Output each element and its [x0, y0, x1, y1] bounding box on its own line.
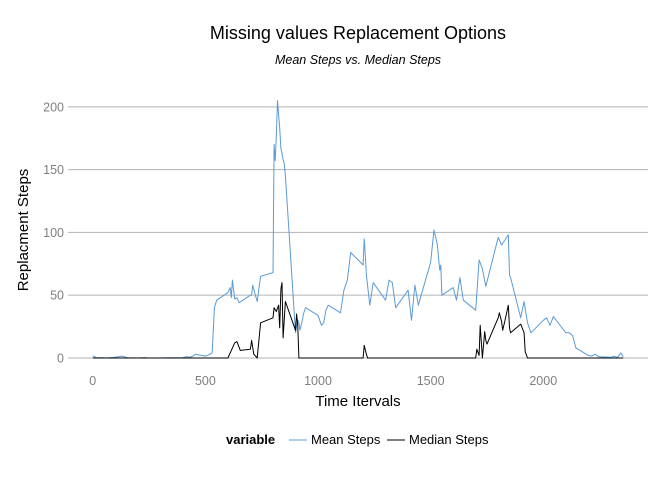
x-tick-label: 0: [89, 374, 96, 388]
y-tick-label: 100: [43, 226, 64, 240]
x-tick-label: 1000: [304, 374, 332, 388]
chart-title: Missing values Replacement Options: [210, 23, 506, 43]
x-axis-title: Time Itervals: [315, 393, 400, 410]
legend-label-median-steps: Median Steps: [409, 432, 489, 447]
legend: variable Mean Steps Median Steps: [226, 432, 489, 447]
y-axis-title: Replacment Steps: [15, 169, 32, 292]
chart-subtitle: Mean Steps vs. Median Steps: [275, 53, 441, 67]
y-tick-label: 200: [43, 100, 64, 114]
y-tick-label: 50: [50, 289, 64, 303]
x-tick-label: 2000: [529, 374, 557, 388]
series-lines: [92, 100, 624, 359]
y-tick-label: 0: [57, 351, 64, 365]
series-line-mean-steps: [92, 100, 624, 359]
series-line-median-steps: [92, 282, 624, 359]
y-gridlines: [68, 106, 648, 359]
x-axis-ticks: 0 500 1000 1500 2000: [89, 374, 557, 388]
x-tick-label: 500: [195, 374, 216, 388]
x-tick-label: 1500: [417, 374, 445, 388]
legend-title: variable: [226, 432, 275, 447]
legend-label-mean-steps: Mean Steps: [311, 432, 381, 447]
y-axis-ticks: 0 50 100 150 200: [43, 100, 64, 365]
y-tick-label: 150: [43, 163, 64, 177]
